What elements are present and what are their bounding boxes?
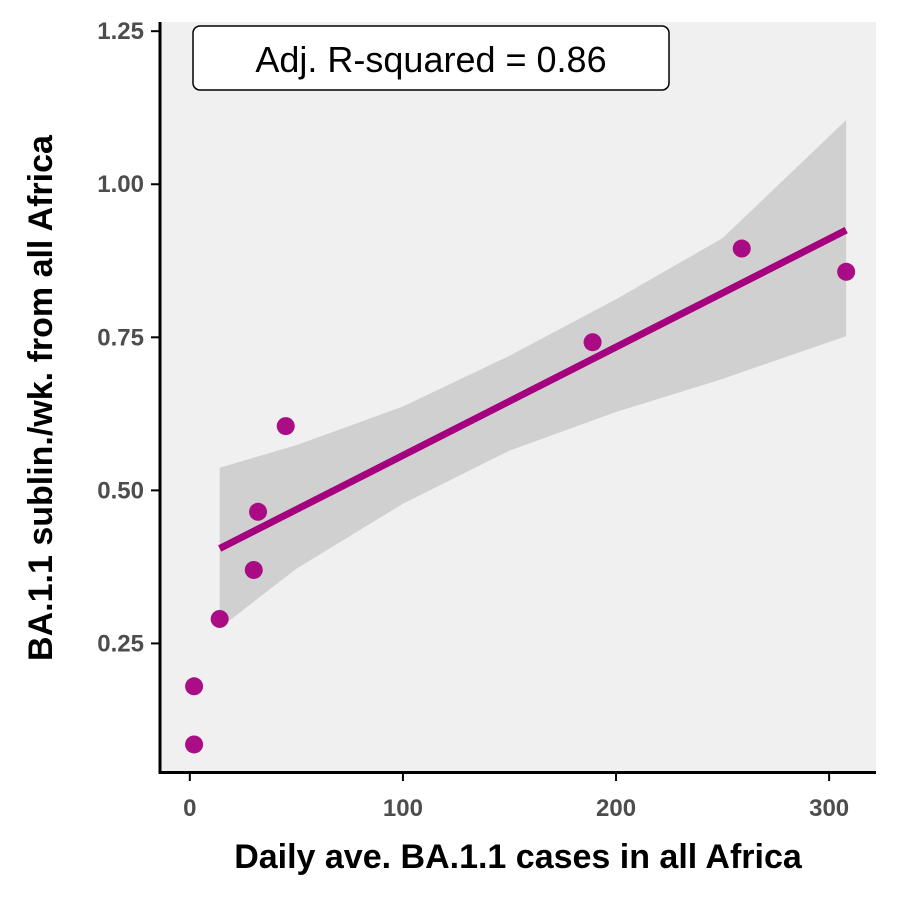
data-point-4 <box>244 560 263 579</box>
y-tick-label: 1.25 <box>97 18 144 45</box>
annotation-box <box>192 25 670 91</box>
annotation-text: Adj. R-squared = 0.86 <box>255 39 606 80</box>
x-tick-label: 300 <box>809 795 849 822</box>
data-point-5 <box>249 502 268 521</box>
x-tick-label: 0 <box>183 795 196 822</box>
data-point-3 <box>210 609 229 628</box>
x-axis-title: Daily ave. BA.1.1 cases in all Africa <box>234 838 803 876</box>
confidence-band <box>219 120 847 629</box>
data-point-1 <box>185 735 204 754</box>
data-point-9 <box>837 262 856 281</box>
regression-line <box>218 227 848 552</box>
y-tick-label: 1.00 <box>97 171 144 198</box>
y-tick-label: 0.75 <box>97 324 144 351</box>
data-point-8 <box>732 239 751 258</box>
data-point-7 <box>583 333 602 352</box>
data-point-2 <box>185 677 204 696</box>
y-axis-title: BA.1.1 sublin./wk. from all Africa <box>22 134 60 661</box>
r-squared-annotation: Adj. R-squared = 0.86 <box>192 25 670 91</box>
y-tick-label: 0.50 <box>97 477 144 504</box>
x-tick-label: 100 <box>383 795 423 822</box>
data-point-6 <box>276 417 295 436</box>
y-tick-label: 0.25 <box>97 630 144 657</box>
x-tick-label: 200 <box>596 795 636 822</box>
